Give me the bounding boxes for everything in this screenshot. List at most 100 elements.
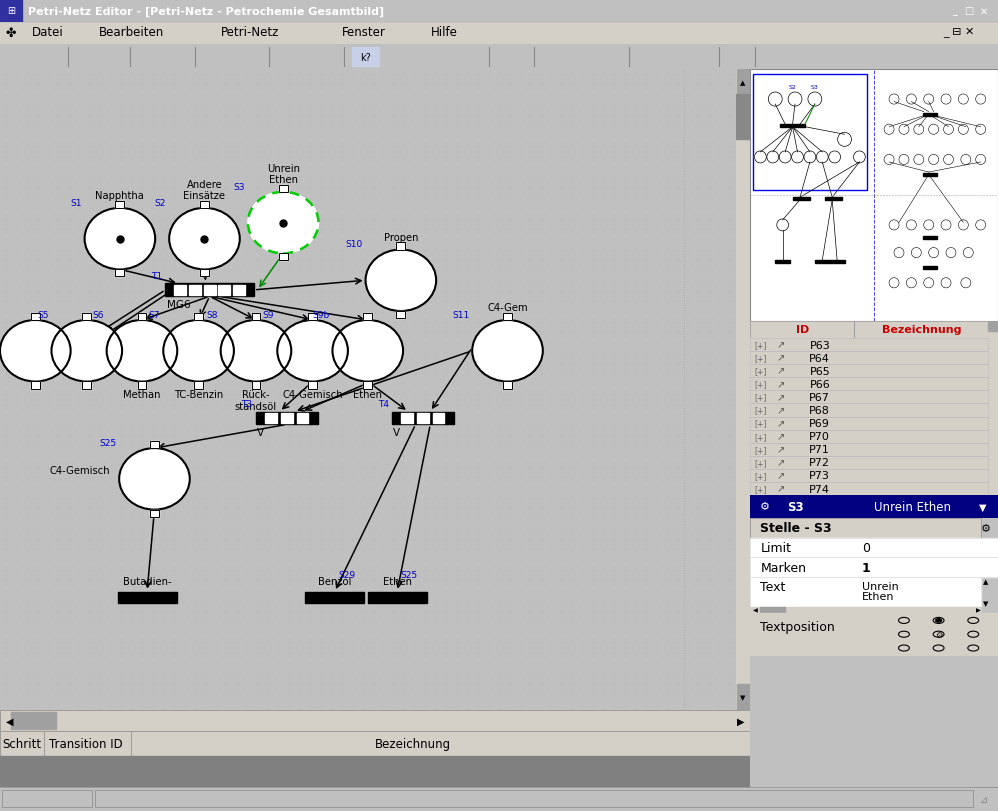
Text: S29: S29 [338, 570, 355, 579]
Text: Fenster: Fenster [342, 27, 386, 40]
Text: Unrein: Unrein [862, 581, 898, 591]
Bar [396, 311, 405, 319]
Bar [750, 365, 988, 378]
Text: P68: P68 [809, 406, 830, 415]
Bar [988, 321, 998, 496]
Text: ▲: ▲ [983, 578, 988, 584]
Circle shape [0, 320, 71, 382]
Bar [750, 352, 988, 365]
Text: Ethen: Ethen [862, 591, 894, 601]
Bar [195, 382, 203, 389]
Bar [760, 607, 785, 612]
Bar [308, 314, 317, 320]
Bar [750, 518, 981, 538]
Bar [278, 254, 287, 261]
Bar [752, 75, 867, 191]
Circle shape [779, 152, 791, 164]
Bar [83, 382, 91, 389]
Text: ◀: ◀ [753, 607, 757, 612]
Text: Ethen: Ethen [382, 577, 412, 587]
Text: P66: P66 [809, 380, 830, 389]
Bar [737, 684, 748, 710]
Bar [200, 270, 209, 277]
Text: ↗: ↗ [776, 354, 784, 363]
Bar [251, 382, 260, 389]
Bar [750, 577, 981, 607]
Bar [150, 441, 159, 448]
Text: 1: 1 [862, 561, 870, 574]
Text: S3: S3 [811, 85, 818, 90]
Bar [750, 417, 988, 430]
Bar [138, 314, 147, 320]
Bar [750, 443, 988, 457]
Bar [750, 443, 988, 457]
Text: [+]: [+] [754, 406, 766, 415]
Bar [750, 538, 998, 558]
Bar [83, 382, 91, 389]
Circle shape [828, 152, 840, 164]
Text: Methan: Methan [123, 389, 161, 400]
Circle shape [52, 320, 122, 382]
Bar [737, 96, 749, 140]
Text: P73: P73 [809, 471, 830, 481]
Text: S6: S6 [92, 311, 104, 320]
Bar [234, 285, 245, 296]
Bar [251, 314, 260, 320]
Bar [922, 267, 937, 270]
Text: S7: S7 [149, 311, 161, 320]
Text: ⚙: ⚙ [935, 630, 942, 639]
Text: Textposition: Textposition [760, 620, 835, 633]
Text: _ ⊟ ✕: _ ⊟ ✕ [943, 28, 974, 38]
Text: Rück-
standsöl: Rück- standsöl [235, 389, 277, 411]
Text: P63: P63 [809, 340, 830, 350]
Text: S2: S2 [788, 85, 796, 90]
Text: Ethen: Ethen [353, 389, 382, 400]
Text: ▶: ▶ [737, 715, 745, 725]
Bar [750, 417, 988, 430]
Bar [750, 321, 854, 338]
Text: S8: S8 [207, 311, 218, 320]
Text: Text: Text [760, 581, 785, 594]
Text: ↗: ↗ [776, 471, 784, 481]
Text: ⊿: ⊿ [980, 794, 988, 804]
Bar [988, 321, 998, 332]
Bar [0, 710, 750, 732]
Circle shape [164, 320, 234, 382]
Bar [750, 607, 981, 613]
Text: ↗: ↗ [776, 458, 784, 468]
Bar [829, 261, 844, 264]
Text: [+]: [+] [754, 354, 766, 363]
Bar [175, 285, 186, 296]
Text: P71: P71 [809, 444, 830, 455]
Bar [195, 314, 203, 320]
Text: C4-Gemisch: C4-Gemisch [50, 465, 111, 475]
Text: 0: 0 [862, 541, 870, 554]
Text: Bezeichnung: Bezeichnung [881, 325, 961, 335]
Text: [+]: [+] [754, 432, 766, 441]
Bar [189, 285, 201, 296]
Text: ↗: ↗ [776, 431, 784, 442]
Text: ↗: ↗ [776, 418, 784, 428]
Bar [150, 510, 159, 517]
Bar [750, 457, 988, 470]
Bar [750, 577, 981, 607]
Circle shape [107, 320, 178, 382]
Bar [750, 352, 988, 365]
Bar [750, 338, 988, 352]
Bar [95, 790, 973, 808]
Bar [0, 0, 22, 23]
Text: P65: P65 [809, 367, 830, 376]
Bar [200, 270, 209, 277]
Text: [+]: [+] [754, 471, 766, 480]
Bar [265, 414, 277, 423]
Bar [503, 314, 512, 320]
Bar [308, 382, 317, 389]
Bar [750, 518, 981, 538]
Bar [750, 321, 998, 338]
Bar [31, 382, 40, 389]
Text: ↗: ↗ [776, 406, 784, 415]
Bar [503, 382, 512, 389]
Text: ✤: ✤ [6, 27, 17, 40]
Text: ⊞: ⊞ [7, 6, 15, 16]
Circle shape [365, 250, 436, 311]
